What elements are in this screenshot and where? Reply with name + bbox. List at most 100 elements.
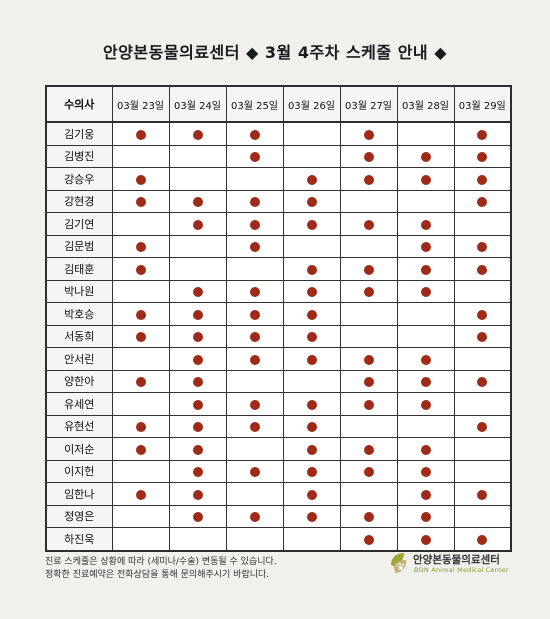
off-duty-cell	[282, 234, 341, 258]
on-duty-dot-icon	[135, 377, 146, 388]
on-duty-dot-icon	[363, 399, 374, 410]
on-duty-cell	[453, 234, 512, 258]
page-title: 안양본동물의료센터 ◆ 3월 4주차 스케줄 안내 ◆	[102, 43, 448, 62]
off-duty-cell	[339, 482, 398, 506]
off-duty-cell	[111, 279, 170, 303]
table-row: 이저순	[45, 437, 512, 461]
off-duty-cell	[111, 144, 170, 168]
off-duty-cell	[396, 302, 455, 326]
on-duty-dot-icon	[420, 489, 431, 500]
on-duty-dot-icon	[477, 489, 488, 500]
on-duty-dot-icon	[420, 354, 431, 365]
logo-name-en: BON Animal Medical Center	[414, 566, 509, 574]
on-duty-cell	[396, 234, 455, 258]
doctor-name: 이지헌	[45, 459, 113, 483]
on-duty-dot-icon	[363, 264, 374, 275]
off-duty-cell	[396, 121, 455, 146]
on-duty-cell	[339, 437, 398, 461]
on-duty-cell	[453, 144, 512, 168]
doctor-name: 양한아	[45, 369, 113, 393]
off-duty-cell	[339, 302, 398, 326]
doctor-name: 박나원	[45, 279, 113, 303]
table-row: 박나원	[45, 279, 512, 303]
on-duty-cell	[396, 527, 455, 551]
on-duty-cell	[282, 279, 341, 303]
on-duty-dot-icon	[135, 332, 146, 343]
on-duty-dot-icon	[135, 174, 146, 185]
table-row: 김기연	[45, 212, 512, 236]
off-duty-cell	[453, 347, 512, 371]
on-duty-cell	[111, 324, 170, 348]
on-duty-cell	[225, 347, 284, 371]
on-duty-dot-icon	[420, 444, 431, 455]
off-duty-cell	[339, 414, 398, 438]
on-duty-dot-icon	[135, 309, 146, 320]
on-duty-cell	[339, 279, 398, 303]
on-duty-dot-icon	[363, 219, 374, 230]
off-duty-cell	[225, 167, 284, 191]
off-duty-cell	[282, 369, 341, 393]
on-duty-cell	[282, 212, 341, 236]
day-column-header: 03월 23일	[111, 85, 170, 123]
off-duty-cell	[225, 527, 284, 551]
on-duty-cell	[282, 302, 341, 326]
on-duty-cell	[282, 167, 341, 191]
note-line: 정확한 진료예약은 전화상담을 통해 문의해주시기 바랍니다.	[45, 570, 270, 580]
on-duty-dot-icon	[477, 197, 488, 208]
on-duty-dot-icon	[192, 422, 203, 433]
on-duty-dot-icon	[477, 174, 488, 185]
on-duty-dot-icon	[363, 534, 374, 545]
notes: 진료 스케줄은 상황에 따라 (세미나/수술) 변동될 수 있습니다. 정확한 …	[45, 556, 277, 582]
doctor-name: 김병진	[45, 144, 113, 168]
off-duty-cell	[168, 167, 227, 191]
on-duty-dot-icon	[192, 467, 203, 478]
on-duty-dot-icon	[135, 242, 146, 253]
off-duty-cell	[168, 527, 227, 551]
on-duty-dot-icon	[363, 129, 374, 140]
on-duty-cell	[453, 167, 512, 191]
on-duty-dot-icon	[363, 377, 374, 388]
off-duty-cell	[225, 369, 284, 393]
on-duty-dot-icon	[420, 377, 431, 388]
on-duty-dot-icon	[192, 444, 203, 455]
on-duty-cell	[453, 324, 512, 348]
off-duty-cell	[168, 257, 227, 281]
on-duty-cell	[168, 437, 227, 461]
table-row: 서동희	[45, 324, 512, 348]
on-duty-dot-icon	[420, 152, 431, 163]
on-duty-cell	[396, 459, 455, 483]
on-duty-cell	[168, 212, 227, 236]
on-duty-cell	[168, 504, 227, 528]
table-row: 유현선	[45, 414, 512, 438]
on-duty-dot-icon	[249, 512, 260, 523]
on-duty-cell	[282, 437, 341, 461]
table-row: 정영은	[45, 504, 512, 528]
on-duty-dot-icon	[477, 264, 488, 275]
off-duty-cell	[168, 234, 227, 258]
off-duty-cell	[453, 459, 512, 483]
doctor-name: 서동희	[45, 324, 113, 348]
on-duty-dot-icon	[363, 444, 374, 455]
on-duty-dot-icon	[306, 489, 317, 500]
on-duty-dot-icon	[306, 264, 317, 275]
on-duty-dot-icon	[249, 219, 260, 230]
on-duty-cell	[396, 144, 455, 168]
on-duty-dot-icon	[192, 219, 203, 230]
on-duty-dot-icon	[420, 534, 431, 545]
off-duty-cell	[396, 414, 455, 438]
on-duty-cell	[339, 144, 398, 168]
off-duty-cell	[225, 482, 284, 506]
on-duty-cell	[339, 369, 398, 393]
on-duty-cell	[225, 324, 284, 348]
off-duty-cell	[453, 212, 512, 236]
on-duty-dot-icon	[363, 174, 374, 185]
on-duty-dot-icon	[249, 129, 260, 140]
off-duty-cell	[282, 527, 341, 551]
on-duty-dot-icon	[306, 309, 317, 320]
note-line: 진료 스케줄은 상황에 따라 (세미나/수술) 변동될 수 있습니다.	[45, 557, 277, 567]
table-row: 이지헌	[45, 459, 512, 483]
on-duty-dot-icon	[192, 377, 203, 388]
table-row: 강현경	[45, 189, 512, 213]
on-duty-dot-icon	[135, 129, 146, 140]
on-duty-dot-icon	[306, 399, 317, 410]
